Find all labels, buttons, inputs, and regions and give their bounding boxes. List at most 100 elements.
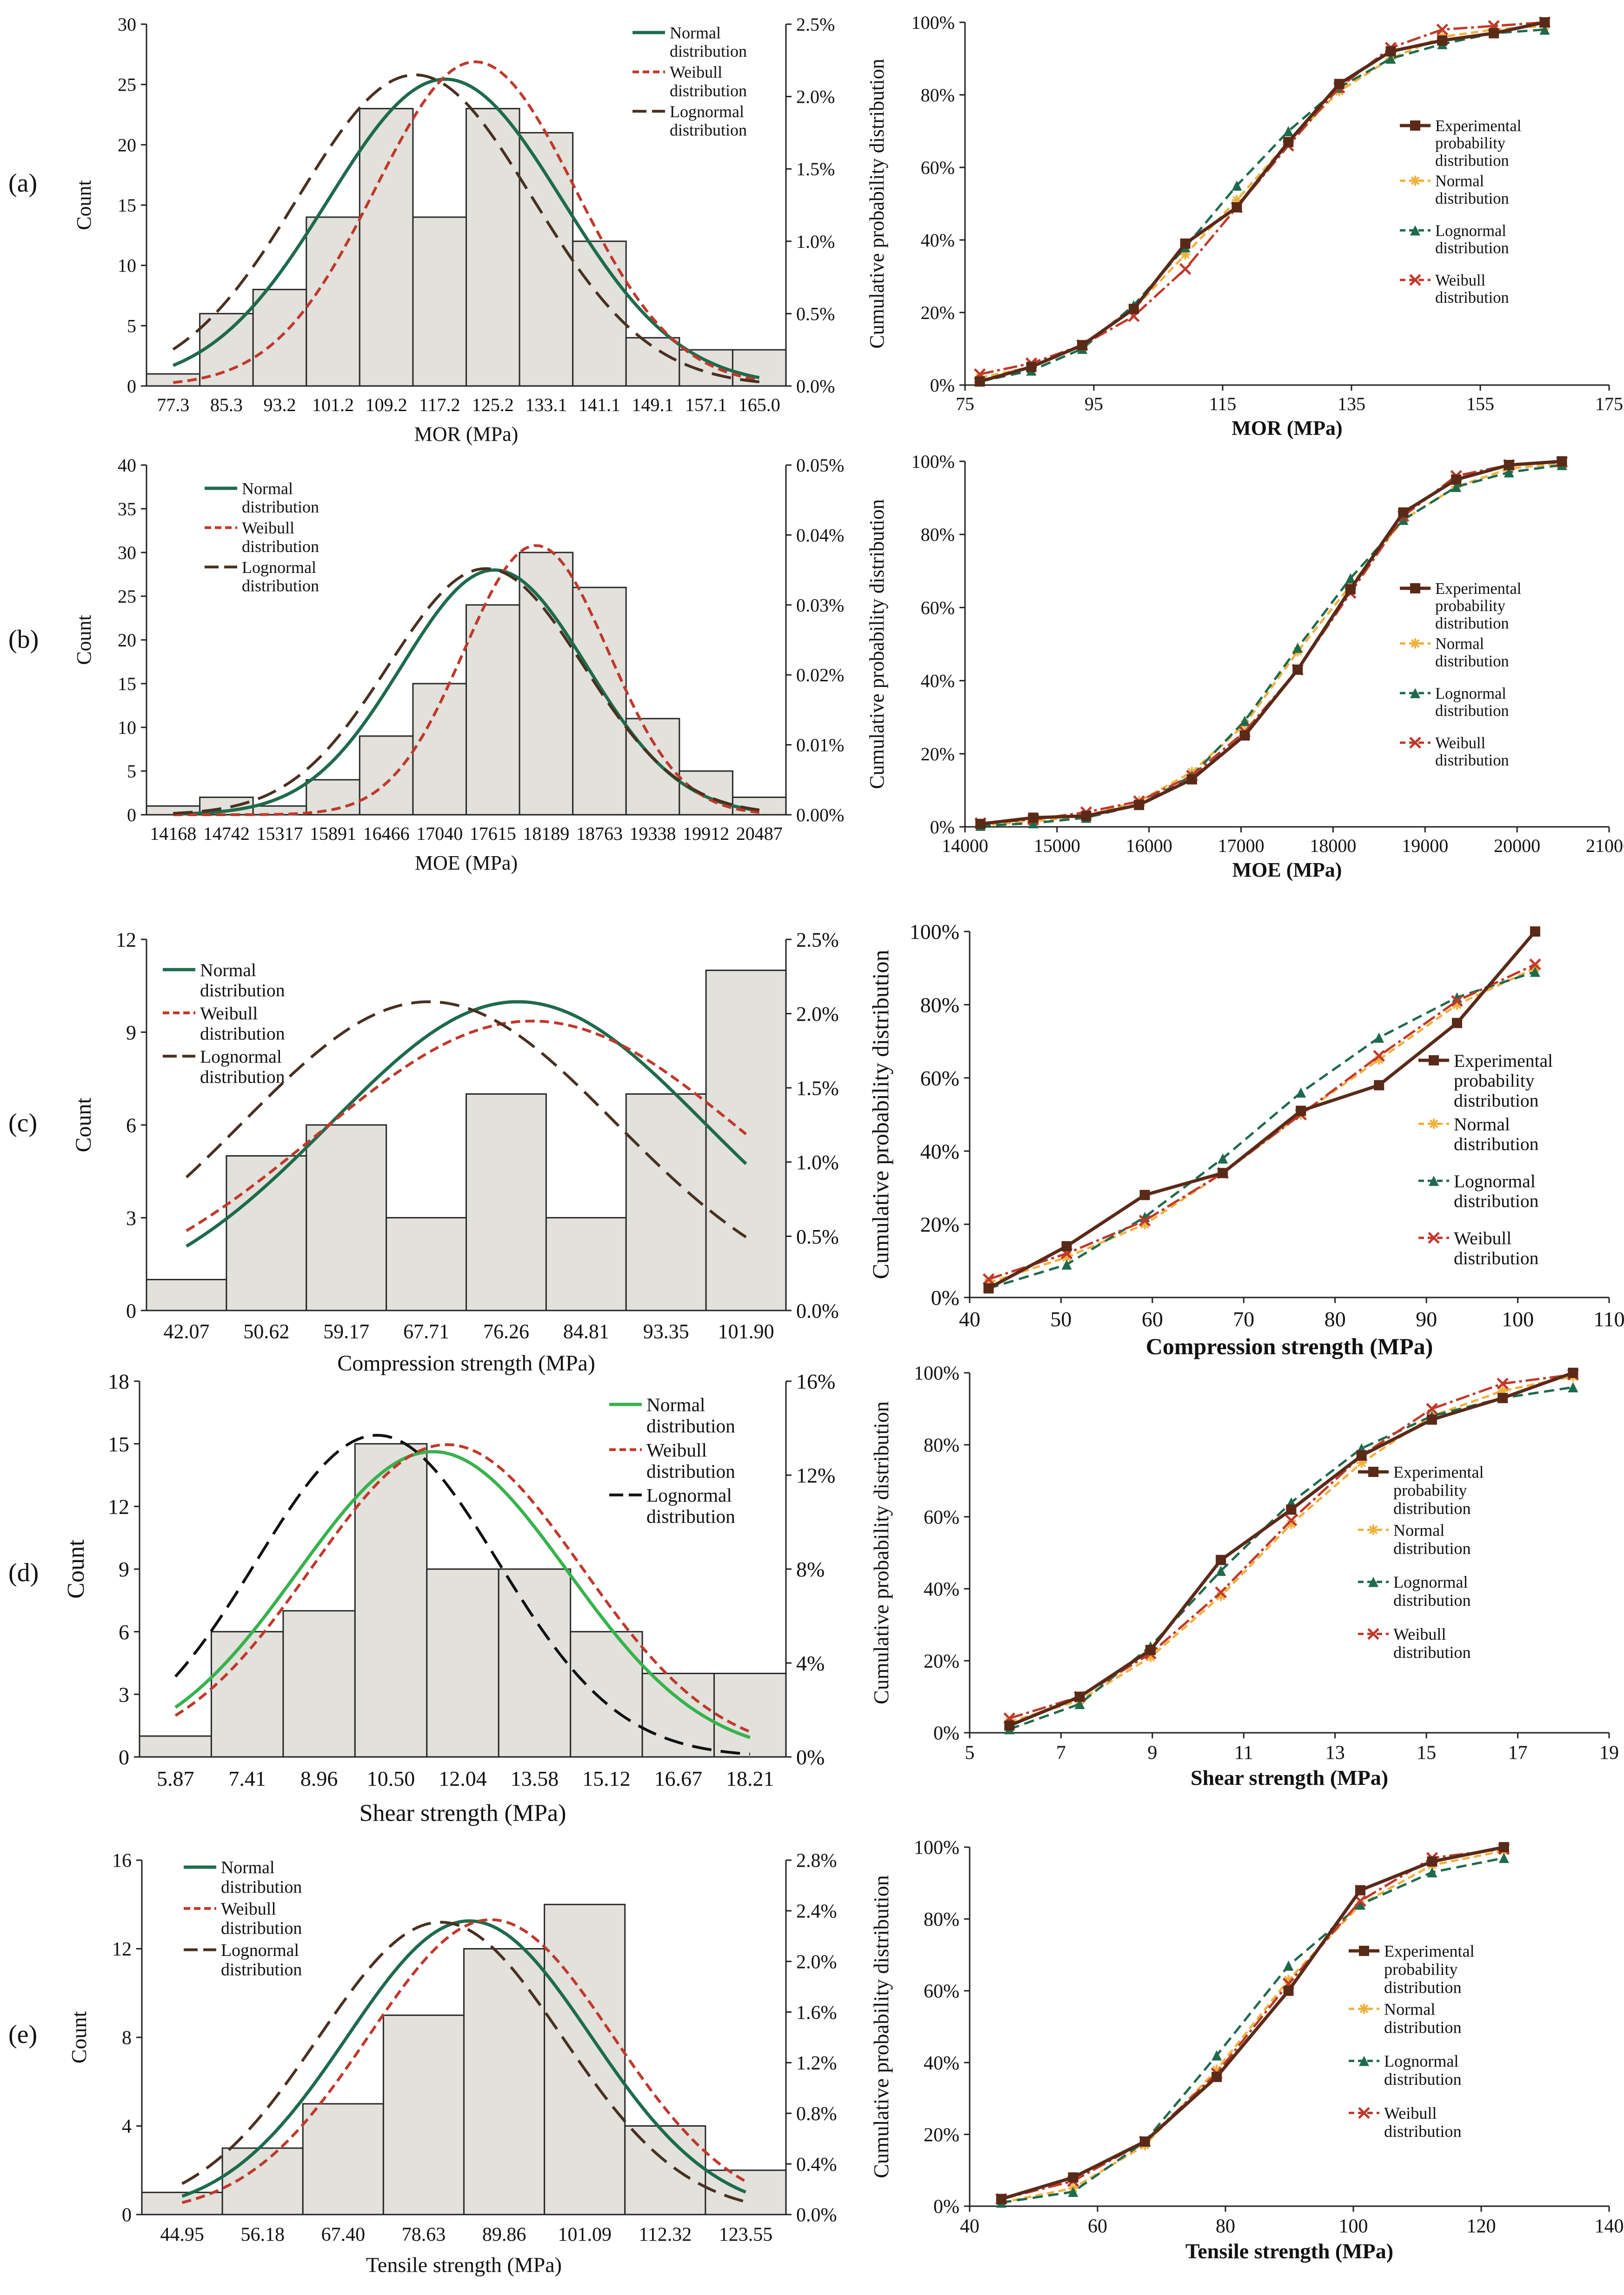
y-tick-label: 100%: [912, 12, 955, 33]
cdf-point-lognormal: [1530, 966, 1540, 977]
cdf-point-lognormal: [1539, 24, 1550, 35]
legend-label-line: Weibull: [242, 519, 294, 537]
cdf-point-normal: [1211, 2064, 1222, 2075]
cdf-point-experimental: [1077, 340, 1088, 351]
y-tick-label: 0%: [933, 1723, 959, 1744]
histogram-bar: [221, 2147, 304, 2215]
legend-label-line: distribution: [1393, 1539, 1471, 1557]
y2-tick-label: 2.5%: [796, 928, 839, 951]
legend-label: Experimental probability distribution: [1393, 1463, 1484, 1518]
legend-label-line: Lognormal: [1384, 2052, 1458, 2070]
legend-label-line: distribution: [1435, 152, 1509, 169]
legend-label: Lognormal distribution: [1454, 1171, 1539, 1211]
y-tick-label: 40%: [924, 2053, 959, 2074]
cdf-point-experimental: [1426, 1414, 1437, 1425]
cdf-point-lognormal: [1239, 716, 1250, 726]
x-tick-label: 70: [1233, 1307, 1254, 1331]
cdf-point-experimental: [1296, 1105, 1306, 1116]
cdf-point-lognormal: [1074, 1699, 1085, 1710]
x-tick-label: 101.90: [718, 1320, 774, 1343]
y2-tick-label: 0.8%: [796, 2103, 837, 2125]
x-axis-label: Tensile strength (MPa): [366, 2253, 562, 2276]
x-tick-label: 157.1: [685, 394, 727, 415]
cdf-point-lognormal: [1504, 467, 1514, 478]
y-tick-label: 20%: [924, 1651, 959, 1672]
legend-marker: [1410, 638, 1420, 649]
y2-tick-label: 1.5%: [796, 1077, 839, 1100]
legend-label: Weibull distribution: [646, 1439, 735, 1482]
cdf-point-lognormal: [1292, 642, 1303, 653]
x-tick-label: 133.1: [525, 394, 567, 415]
legend-label-line: distribution: [1393, 1499, 1471, 1518]
x-tick-label: 18189: [523, 823, 569, 844]
cdf-point-weibull: [1138, 1214, 1151, 1227]
cdf-line-normal: [1001, 1849, 1504, 2204]
legend-label-line: Normal: [221, 1858, 274, 1877]
y-tick-label: 10: [118, 717, 136, 738]
histogram-bar: [282, 1610, 356, 1758]
cdf-point-experimental: [1283, 1985, 1294, 1996]
y-tick-label: 100%: [910, 920, 959, 944]
histogram-bar: [625, 337, 680, 387]
y-tick-label: 20%: [920, 1213, 959, 1237]
y-tick-label: 100%: [914, 1837, 959, 1859]
y-tick-label: 100%: [912, 451, 955, 472]
cdf-point-experimental: [1081, 811, 1092, 821]
legend-label-line: distribution: [670, 120, 747, 139]
y-tick-label: 25: [118, 74, 136, 95]
y-axis-label: Count: [73, 615, 95, 665]
cdf-point-experimental: [1145, 1644, 1156, 1655]
cdf-point-lognormal: [1283, 126, 1294, 136]
fit-curve-weibull: [181, 1918, 746, 2204]
legend-marker: [1359, 1946, 1369, 1956]
legend-label-line: Lognormal: [670, 102, 744, 121]
legend-label-line: distribution: [1393, 1643, 1471, 1662]
legend-marker: [1367, 1628, 1379, 1640]
cdf-line-weibull: [980, 461, 1562, 825]
y2-tick-label: 2.0%: [796, 1951, 837, 1973]
x-tick-label: 15891: [310, 823, 356, 844]
y-tick-label: 5: [127, 761, 136, 782]
legend-marker: [1359, 2056, 1369, 2066]
cdf-chart-5: 0% 20% 40% 60% 80% 100% 40 60 80 100 120 140 Tensile…: [869, 1837, 1624, 2263]
x-axis-label: Shear strength (MPa): [1191, 1766, 1388, 1789]
legend-label-line: distribution: [1435, 289, 1509, 306]
legend-marker: [1410, 175, 1420, 186]
legend-label: Weibull distribution: [670, 63, 747, 100]
legend-label: Weibull distribution: [1435, 272, 1509, 306]
legend-label: Lognormal distribution: [221, 1941, 302, 1980]
legend-marker: [1410, 688, 1420, 698]
x-tick-label: 17040: [416, 823, 463, 844]
cdf-point-experimental: [1139, 2136, 1150, 2147]
x-axis-label: MOE (MPa): [415, 851, 518, 874]
cdf-point-lognormal: [1345, 573, 1356, 584]
panel-label-a: (a): [8, 169, 37, 198]
legend-label: Normal distribution: [221, 1858, 302, 1897]
x-axis-label: Shear strength (MPa): [359, 1800, 566, 1827]
y-tick-label: 30: [118, 14, 136, 35]
x-tick-label: 12.04: [439, 1767, 487, 1790]
legend-label-line: Lognormal: [200, 1046, 282, 1067]
histogram-bar: [359, 735, 414, 816]
x-tick-label: 15.12: [582, 1767, 631, 1790]
cdf-line-lognormal: [979, 28, 1545, 383]
histogram-bar: [572, 240, 627, 387]
cdf-point-experimental: [1334, 79, 1344, 89]
legend-label-line: Normal: [670, 24, 721, 42]
x-axis-label: MOE (MPa): [1232, 858, 1342, 881]
legend-label-line: probability: [1454, 1071, 1535, 1091]
y-tick-label: 5: [127, 315, 136, 336]
panel-labels: (a) (b) (c) (d) (e): [8, 169, 39, 2049]
legend-label-line: distribution: [200, 1023, 285, 1044]
y-axis-label: Cumulative probability distribution: [869, 1401, 893, 1704]
legend-label-line: Normal: [200, 960, 256, 980]
x-tick-label: 17000: [1218, 835, 1265, 856]
legend-label-line: Lognormal: [1435, 685, 1506, 702]
legend-label-line: Normal: [1435, 173, 1484, 190]
legend-label: Lognormal distribution: [242, 558, 319, 595]
legend-label-line: Lognormal: [1435, 222, 1506, 239]
legend-label-line: distribution: [221, 1877, 302, 1897]
y2-tick-label: 0.02%: [796, 665, 844, 685]
x-axis-label: MOR (MPa): [1231, 417, 1342, 439]
cdf-point-weibull: [1426, 1403, 1438, 1415]
